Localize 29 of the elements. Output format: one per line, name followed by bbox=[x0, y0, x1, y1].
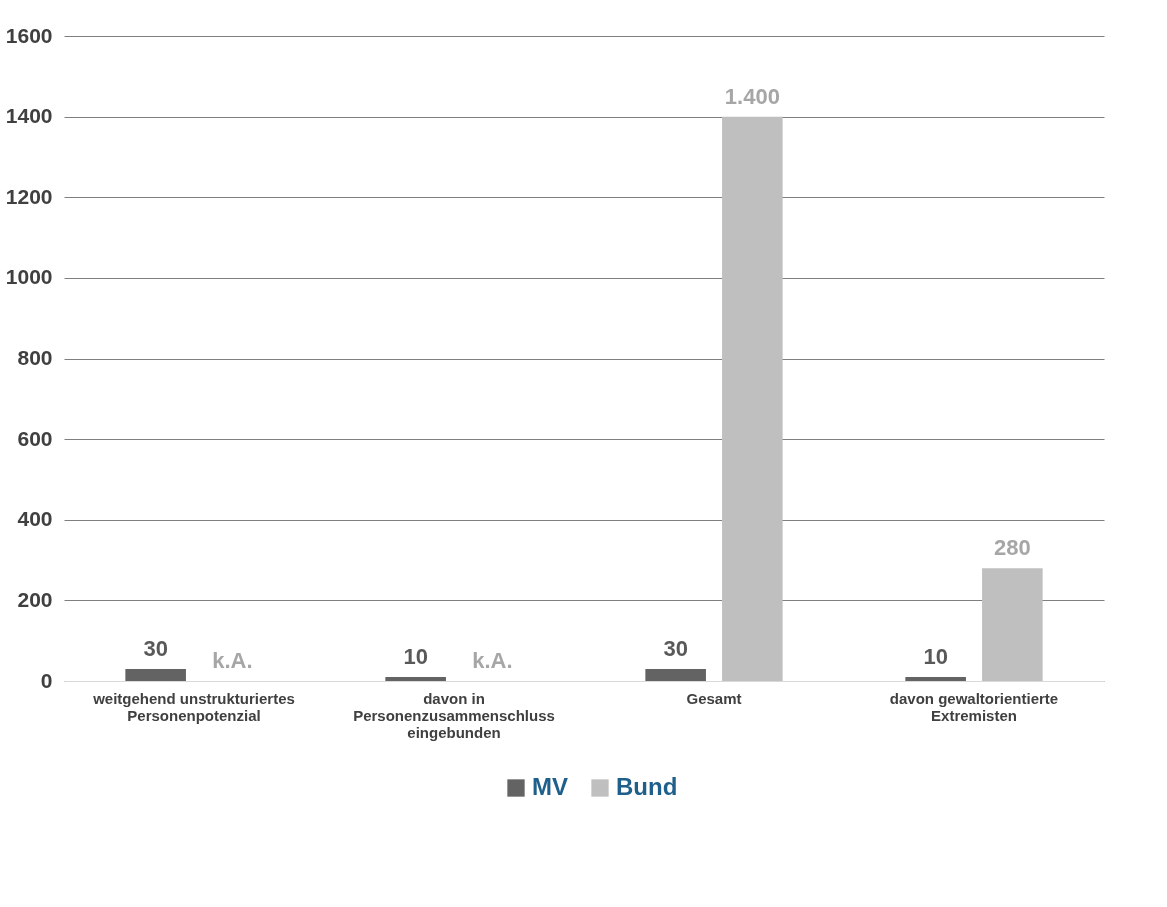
bar bbox=[905, 676, 966, 681]
x-tick-label: Gesamt bbox=[686, 689, 742, 707]
x-tick-label: davon in Personenzusammenschluss eingebunden bbox=[353, 689, 555, 741]
x-tick-label: davon gewaltorientierte Extremisten bbox=[889, 689, 1059, 724]
y-tick-label: 1000 bbox=[5, 265, 53, 289]
data-label: 280 bbox=[993, 535, 1031, 561]
y-tick-label: 600 bbox=[17, 426, 53, 450]
y-tick-label: 1200 bbox=[5, 184, 53, 208]
y-tick-label: 1600 bbox=[5, 23, 53, 47]
text: k.A. bbox=[212, 648, 253, 673]
bar bbox=[385, 676, 446, 681]
data-label: 1.400 bbox=[724, 83, 780, 109]
bar bbox=[125, 668, 186, 681]
x-tick-label: weitgehend unstrukturiertes Personenpotenzial bbox=[92, 689, 295, 724]
y-tick-label: 800 bbox=[17, 346, 53, 369]
y-tick-label: 1400 bbox=[5, 104, 53, 128]
data-label: 30 bbox=[663, 635, 688, 661]
bar bbox=[982, 568, 1043, 681]
legend-label: MV bbox=[532, 773, 568, 800]
data-label: 10 bbox=[403, 643, 428, 669]
text: k.A. bbox=[472, 648, 513, 673]
y-tick-label: 400 bbox=[17, 507, 53, 531]
data-label: 30 bbox=[143, 635, 168, 661]
y-tick-label: 0 bbox=[40, 668, 53, 692]
bar bbox=[645, 668, 706, 681]
data-label: 10 bbox=[923, 643, 948, 669]
legend-label: Bund bbox=[616, 773, 678, 800]
y-tick-label: 200 bbox=[17, 587, 53, 611]
bar bbox=[722, 116, 783, 681]
